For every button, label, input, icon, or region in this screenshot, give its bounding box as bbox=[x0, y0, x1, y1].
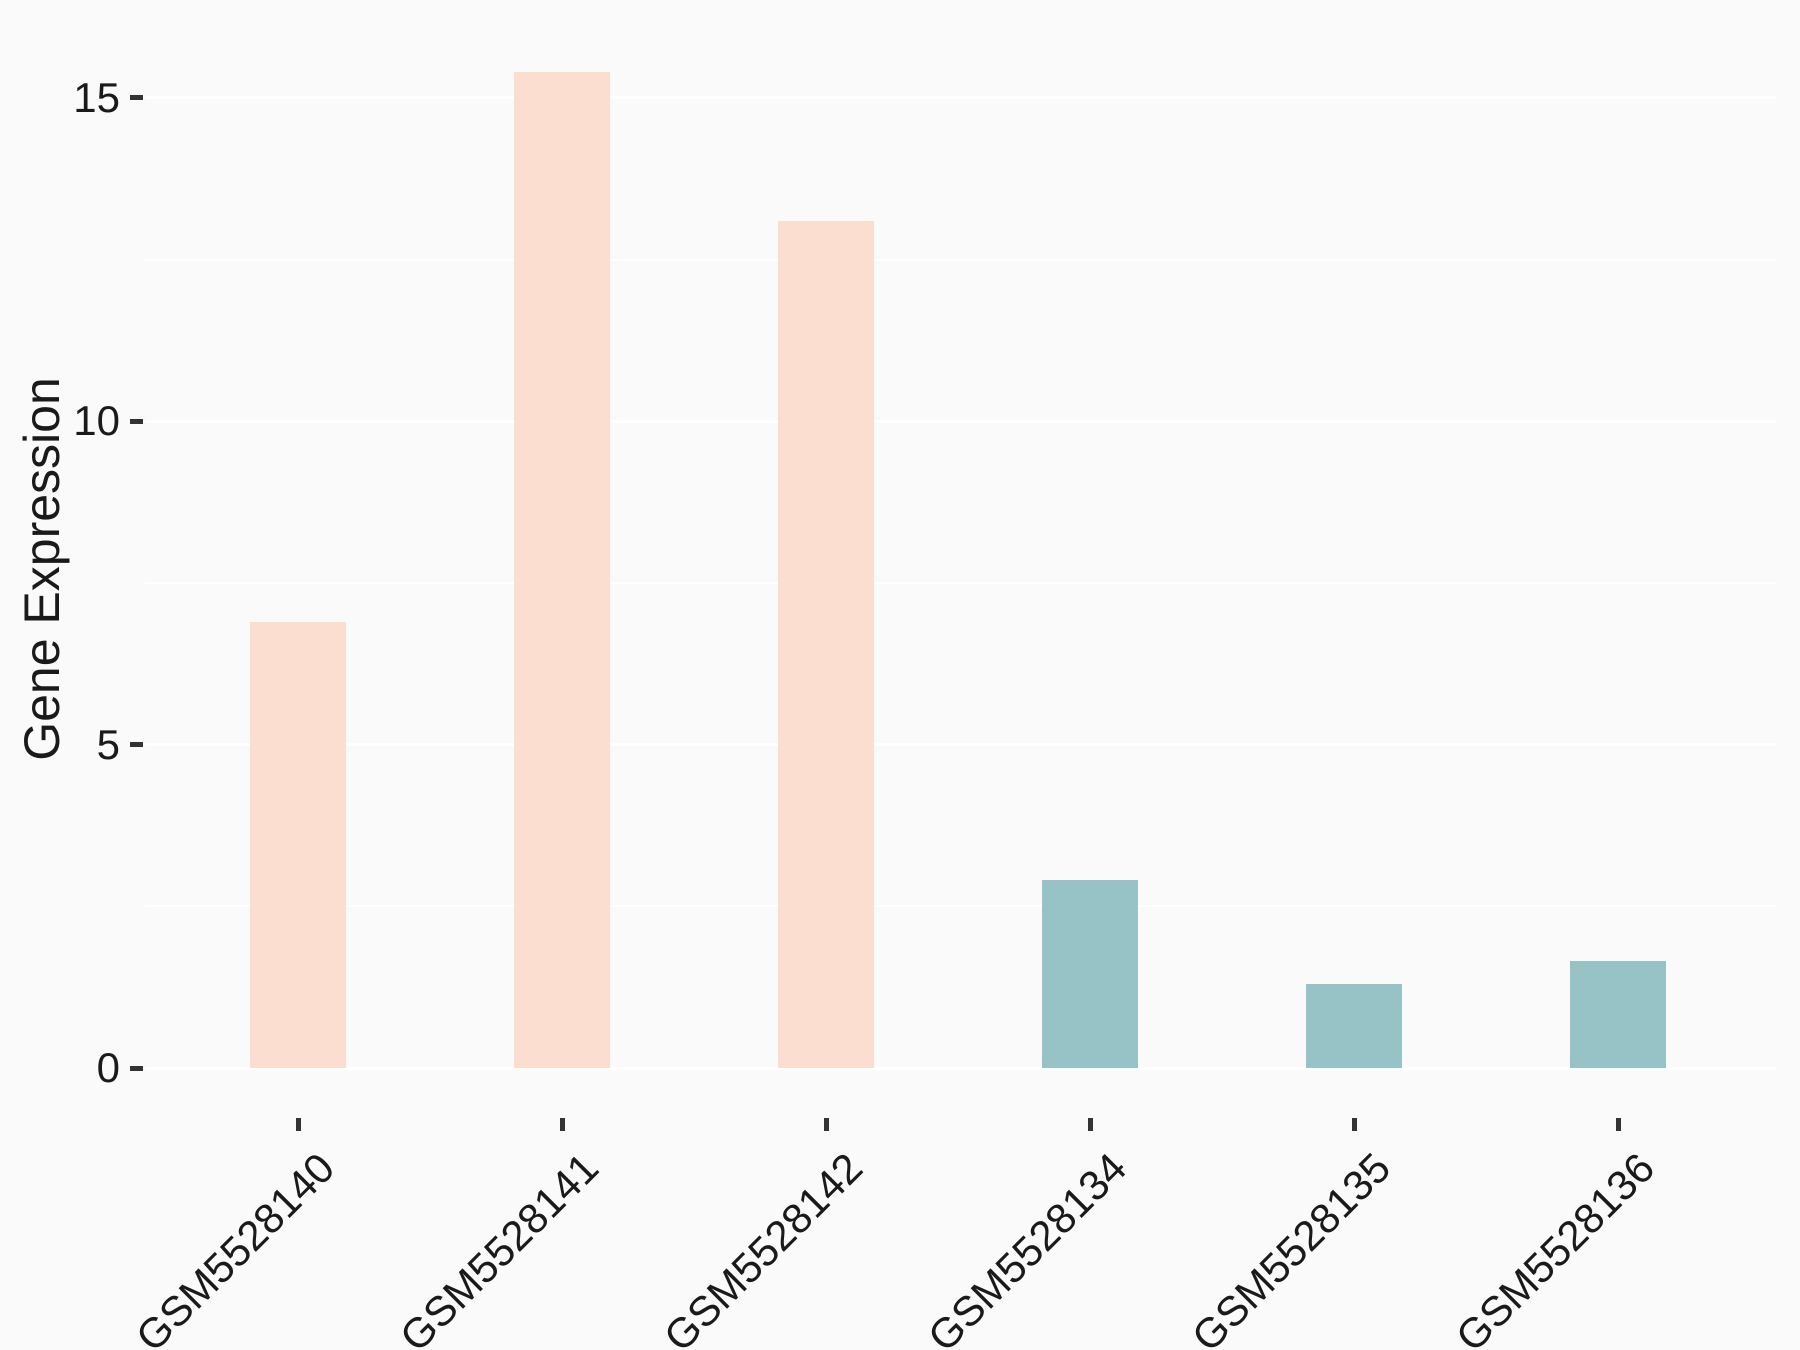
y-tick-15 bbox=[130, 95, 143, 101]
plot-panel bbox=[145, 20, 1776, 1118]
x-tick-label-GSM5528141: GSM5528141 bbox=[390, 1143, 608, 1350]
x-tick-label-GSM5528140: GSM5528140 bbox=[126, 1143, 344, 1350]
bar-GSM5528140 bbox=[250, 621, 346, 1068]
minor-gridline-y-2.5 bbox=[145, 905, 1776, 908]
major-gridline-y-15 bbox=[145, 96, 1776, 100]
major-gridline-y-5 bbox=[145, 743, 1776, 747]
bar-GSM5528142 bbox=[778, 220, 874, 1068]
x-tick-label-GSM5528134: GSM5528134 bbox=[918, 1143, 1136, 1350]
major-gridline-y-10 bbox=[145, 419, 1776, 423]
bar-GSM5528141 bbox=[514, 72, 610, 1068]
major-gridline-y-0 bbox=[145, 1066, 1776, 1070]
y-tick-label-15: 15 bbox=[73, 73, 120, 121]
bar-GSM5528136 bbox=[1570, 961, 1666, 1068]
x-tick-label-GSM5528135: GSM5528135 bbox=[1182, 1143, 1400, 1350]
minor-gridline-y-12.5 bbox=[145, 258, 1776, 261]
y-tick-0 bbox=[130, 1065, 143, 1071]
bar-GSM5528135 bbox=[1306, 983, 1402, 1068]
x-tick-GSM5528141 bbox=[559, 1118, 565, 1131]
x-tick-GSM5528142 bbox=[823, 1118, 829, 1131]
x-tick-label-GSM5528142: GSM5528142 bbox=[654, 1143, 872, 1350]
x-tick-GSM5528135 bbox=[1351, 1118, 1357, 1131]
y-tick-label-0: 0 bbox=[96, 1044, 120, 1091]
x-tick-GSM5528136 bbox=[1615, 1118, 1621, 1131]
y-tick-label-10: 10 bbox=[73, 397, 120, 445]
y-tick-label-5: 5 bbox=[96, 720, 120, 768]
y-tick-10 bbox=[130, 418, 143, 424]
x-tick-GSM5528134 bbox=[1087, 1118, 1093, 1131]
x-tick-label-GSM5528136: GSM5528136 bbox=[1446, 1143, 1664, 1350]
y-tick-5 bbox=[130, 742, 143, 748]
bar-GSM5528134 bbox=[1042, 880, 1138, 1068]
x-tick-GSM5528140 bbox=[295, 1118, 301, 1131]
minor-gridline-y-7.5 bbox=[145, 581, 1776, 584]
